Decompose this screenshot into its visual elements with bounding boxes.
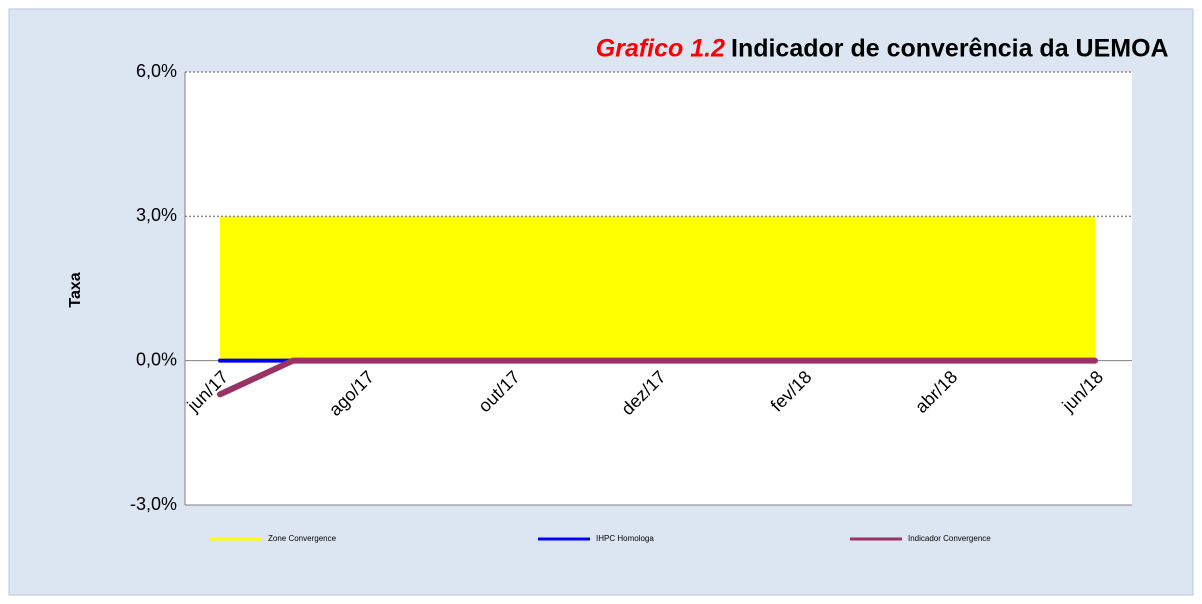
line (217, 357, 1098, 398)
y-tick-label: 3,0% (136, 205, 177, 225)
legend-label: Indicador Convergence (908, 534, 991, 543)
y-tick-label: -3,0% (130, 494, 177, 514)
y-axis-label: Taxa (67, 272, 84, 307)
y-tick-label: 0,0% (136, 349, 177, 369)
y-tick-label: 6,0% (136, 61, 177, 81)
legend-label: Zone Convergence (268, 534, 337, 543)
legend-label: IHPC Homologa (596, 534, 654, 543)
area (220, 216, 1095, 361)
chart-title-prefix: Grafico 1.2 (596, 35, 725, 63)
chart-title: Indicador de converência da UEMOA (731, 35, 1169, 63)
